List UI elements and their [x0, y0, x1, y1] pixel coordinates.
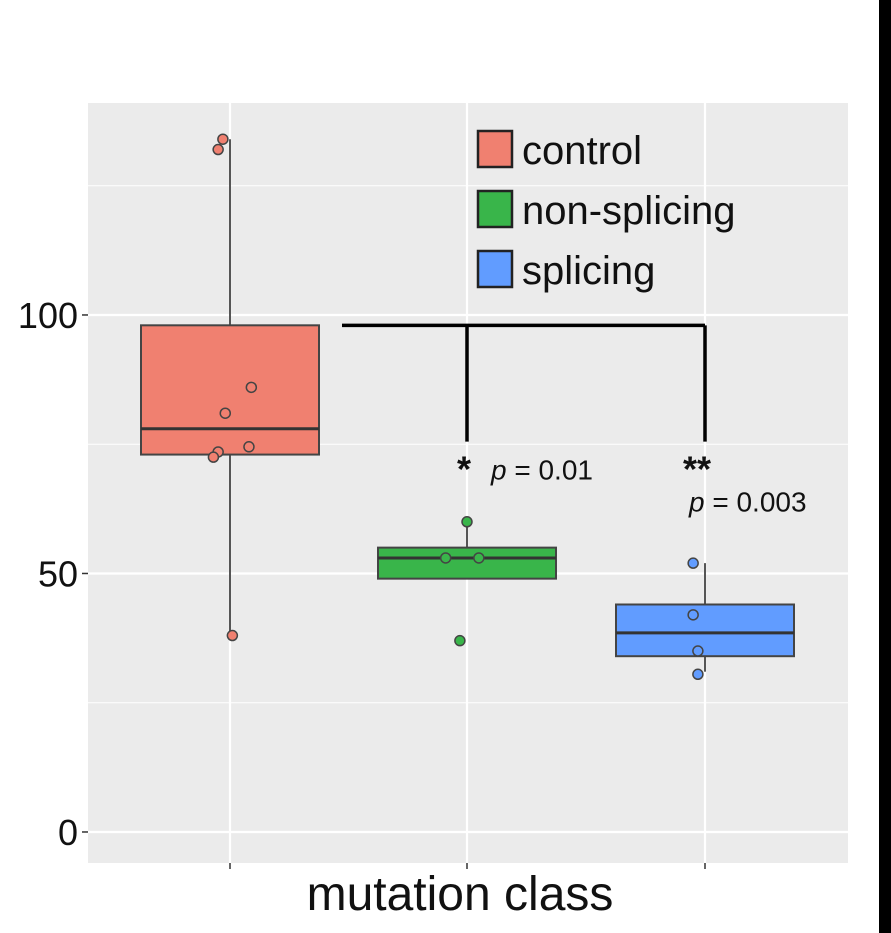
y-tick-label: 100: [18, 295, 78, 336]
data-point: [245, 381, 258, 394]
legend-swatch: [476, 249, 514, 289]
data-point: [212, 143, 224, 156]
data-point: [473, 552, 485, 564]
data-point: [461, 516, 473, 528]
y-axis: 0 50 100: [18, 295, 706, 869]
box-iqr: [615, 603, 795, 658]
box-iqr: [377, 546, 557, 580]
data-point: [226, 629, 239, 642]
boxes: [140, 133, 795, 681]
p-value-label: p = 0.01: [490, 455, 593, 486]
y-tick-label: 0: [58, 812, 78, 853]
legend-swatch: [476, 129, 514, 169]
data-point: [454, 634, 466, 647]
legend-label: splicing: [522, 249, 655, 293]
y-tick-label: 50: [38, 553, 78, 594]
legend: control non-splicing splicing: [476, 129, 735, 293]
box-control: [140, 133, 320, 642]
data-point: [217, 133, 229, 145]
significance-stars: **: [683, 449, 711, 490]
legend-label: non-splicing: [522, 189, 735, 233]
data-point: [687, 609, 699, 621]
legend-swatch: [476, 189, 514, 229]
data-point: [243, 441, 255, 453]
data-point: [692, 645, 704, 657]
box-splicing: [615, 557, 795, 681]
x-axis-title: mutation class: [307, 868, 614, 921]
box-iqr: [140, 324, 320, 456]
significance-bracket: * p = 0.01 **p = 0.003: [342, 323, 807, 518]
data-point: [692, 668, 704, 681]
window-edge: [879, 0, 891, 933]
data-point: [207, 451, 220, 463]
data-point: [687, 557, 699, 569]
data-point: [439, 552, 452, 564]
data-point: [219, 407, 232, 419]
box-non-splicing: [377, 516, 557, 647]
legend-label: control: [522, 129, 642, 173]
p-value-label: p = 0.003: [688, 487, 807, 518]
grid-lines: [88, 103, 848, 863]
significance-stars: *: [457, 449, 471, 490]
